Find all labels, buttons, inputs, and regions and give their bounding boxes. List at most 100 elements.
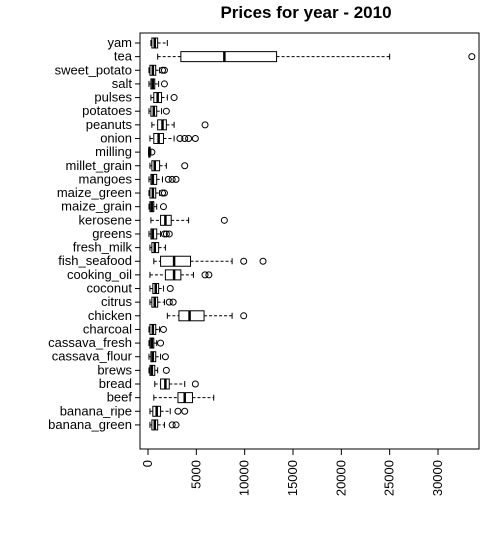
category-label-charcoal: charcoal	[83, 321, 132, 336]
outlier-sweet_potato-0	[159, 66, 166, 74]
outlier-banana_green-1	[172, 421, 180, 429]
outlier-charcoal-0	[159, 325, 167, 333]
category-label-citrus: citrus	[101, 294, 133, 309]
box-citrus	[149, 296, 177, 308]
outlier-onion-1	[181, 134, 189, 142]
box-beef	[153, 392, 215, 404]
category-labels: yamteasweet_potatosaltpulsespotatoespean…	[48, 35, 140, 432]
x-axis: 0 5000 10000 15000 20000 25000 30000	[140, 448, 445, 496]
box-coconut	[149, 283, 174, 295]
category-label-cooking_oil: cooking_oil	[67, 267, 132, 282]
outlier-sweet_potato-1	[160, 66, 168, 74]
iqr-box-tea	[180, 51, 278, 63]
category-label-chicken: chicken	[88, 308, 132, 323]
box-cassava_fresh	[148, 337, 165, 349]
box-fish_seafood	[153, 255, 267, 267]
outlier-onion-3	[191, 134, 199, 142]
category-label-tea: tea	[114, 49, 133, 64]
category-label-beef: beef	[107, 390, 133, 405]
outlier-coconut-0	[166, 285, 174, 293]
outlier-greens-2	[165, 230, 173, 238]
box-cassava_flour	[148, 351, 169, 363]
box-onion	[149, 132, 199, 144]
category-label-maize_grain: maize_grain	[61, 199, 132, 214]
outlier-fish_seafood-1	[259, 257, 267, 265]
x-tick-label-5000: 5000	[188, 460, 203, 489]
x-tick-label-25000: 25000	[382, 460, 397, 496]
outlier-fish_seafood-0	[240, 257, 248, 265]
category-label-pulses: pulses	[94, 90, 132, 105]
outlier-mangoes-2	[172, 175, 180, 183]
box-yam	[150, 37, 168, 49]
outlier-pulses-0	[170, 94, 178, 102]
box-brews	[148, 364, 170, 376]
category-label-sweet_potato: sweet_potato	[55, 62, 132, 77]
outlier-cooking_oil-1	[205, 271, 213, 279]
x-tick-label-10000: 10000	[237, 460, 252, 496]
x-tick-label-15000: 15000	[285, 460, 300, 496]
x-tick-label-30000: 30000	[430, 460, 445, 496]
category-label-fish_seafood: fish_seafood	[58, 253, 132, 268]
box-potatoes	[148, 105, 170, 117]
box-mangoes	[148, 173, 180, 185]
plot-frame	[139, 32, 480, 450]
box-chicken	[166, 310, 248, 322]
outlier-banana_green-0	[168, 421, 176, 429]
outlier-maize_green-1	[160, 189, 168, 197]
outlier-greens-0	[160, 230, 168, 238]
box-maize_green	[148, 187, 168, 199]
box-charcoal	[148, 323, 167, 335]
category-label-kerosene: kerosene	[79, 212, 132, 227]
box-millet_grain	[149, 160, 189, 172]
box-milling	[147, 146, 156, 158]
outlier-salt-0	[160, 80, 168, 88]
category-label-cassava_fresh: cassava_fresh	[48, 335, 132, 350]
outlier-maize_green-0	[159, 189, 166, 197]
outlier-chicken-0	[240, 312, 248, 320]
category-label-salt: salt	[112, 76, 133, 91]
box-banana_ripe	[149, 405, 189, 417]
outlier-bread-0	[191, 380, 199, 388]
category-label-maize_green: maize_green	[57, 185, 132, 200]
outlier-peanuts-0	[201, 121, 209, 129]
category-label-bread: bread	[99, 376, 132, 391]
box-salt	[148, 78, 168, 90]
outlier-potatoes-0	[162, 107, 170, 115]
category-label-brews: brews	[97, 362, 132, 377]
box-banana_green	[149, 419, 180, 431]
box-fresh_milk	[149, 242, 166, 254]
outlier-cassava_fresh-0	[157, 339, 165, 347]
x-tick-label-0: 0	[140, 460, 155, 467]
box-sweet_potato	[148, 64, 168, 76]
box-kerosene	[150, 214, 228, 226]
outlier-kerosene-0	[220, 216, 228, 224]
chart-title: Prices for year - 2010	[220, 3, 391, 22]
outlier-tea-0	[468, 53, 476, 61]
outlier-greens-1	[162, 230, 170, 238]
outlier-mangoes-0	[164, 175, 172, 183]
boxes-group	[147, 37, 476, 431]
category-label-milling: milling	[95, 144, 132, 159]
box-pulses	[150, 92, 178, 104]
box-maize_grain	[148, 201, 167, 213]
category-label-onion: onion	[100, 130, 132, 145]
category-label-banana_ripe: banana_ripe	[60, 403, 132, 418]
outlier-onion-2	[185, 134, 193, 142]
category-label-yam: yam	[107, 35, 132, 50]
outlier-millet_grain-0	[181, 162, 189, 170]
box-peanuts	[151, 119, 209, 131]
outlier-citrus-0	[165, 298, 173, 306]
category-label-coconut: coconut	[86, 281, 132, 296]
iqr-box-chicken	[178, 310, 205, 322]
outlier-brews-0	[162, 366, 170, 374]
outlier-milling-0	[148, 148, 156, 156]
outlier-mangoes-1	[168, 175, 176, 183]
x-tick-label-20000: 20000	[333, 460, 348, 496]
category-label-peanuts: peanuts	[86, 117, 133, 132]
outlier-maize_grain-0	[159, 203, 167, 211]
category-label-mangoes: mangoes	[79, 171, 133, 186]
category-label-fresh_milk: fresh_milk	[73, 240, 133, 255]
outlier-cooking_oil-0	[201, 271, 209, 279]
iqr-box-fish_seafood	[160, 255, 192, 267]
